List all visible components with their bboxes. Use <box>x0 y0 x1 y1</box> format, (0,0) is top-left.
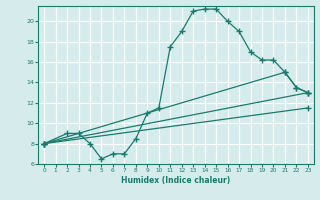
X-axis label: Humidex (Indice chaleur): Humidex (Indice chaleur) <box>121 176 231 185</box>
